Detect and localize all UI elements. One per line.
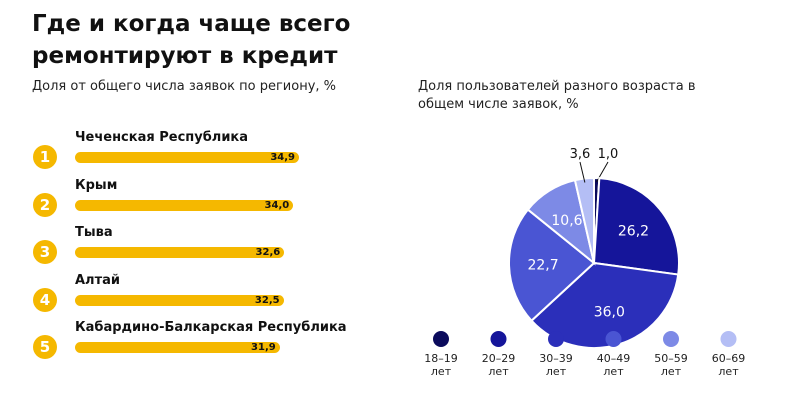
value-label: 34,0 (264, 199, 290, 211)
legend-swatch (663, 331, 679, 347)
slice-label: 1,0 (598, 147, 619, 162)
category-label: Кабардино-Балкарская Республика (75, 320, 347, 335)
legend-label: 50–59 лет (654, 352, 688, 378)
pie-subtitle: Доля пользователей разного возраста в об… (418, 79, 696, 112)
category-label: Алтай (75, 272, 120, 288)
bar: 34,0 (75, 199, 294, 211)
rank-badge: 1 (33, 145, 57, 169)
legend-label: 40–49 лет (596, 352, 631, 378)
rank-badge: 3 (33, 240, 57, 264)
legend-swatch (433, 331, 449, 347)
legend-label: 20–29 лет (481, 352, 516, 378)
category-label: Крым (75, 177, 118, 193)
slice-label: 26,2 (618, 224, 649, 240)
slice-label: 22,7 (527, 258, 558, 274)
value-label: 34,9 (270, 152, 295, 163)
legend-label: 30–39 лет (539, 352, 573, 378)
slice-label: 36,0 (594, 305, 625, 321)
rank-badge: 2 (33, 192, 57, 217)
slice-label: 3,6 (570, 147, 591, 162)
bar: 31,9 (75, 342, 280, 353)
value-label: 32,6 (255, 247, 281, 258)
category-label: Тыва (75, 225, 113, 240)
category-label: Чеченская Республика (75, 130, 249, 145)
legend-swatch (490, 331, 507, 347)
legend-swatch (720, 331, 737, 347)
legend-label: 18–19 лет (424, 352, 458, 378)
pie-slice (508, 208, 596, 323)
legend-swatch (605, 331, 622, 347)
pie-slice (592, 177, 680, 276)
rank-badge: 4 (33, 287, 57, 312)
value-label: 32,5 (254, 294, 280, 306)
title: Где и когда чаще всего ремонтируют в кре… (32, 11, 351, 69)
legend-swatch (548, 331, 564, 347)
legend-label: 60–69 лет (711, 352, 746, 378)
bar-subtitle: Доля от общего числа заявок по региону, … (32, 79, 337, 94)
value-label: 31,9 (251, 342, 276, 353)
slice-label: 10,6 (551, 213, 582, 229)
rank-badge: 5 (33, 335, 57, 359)
bar: 34,9 (75, 152, 299, 163)
bar: 32,6 (75, 247, 285, 258)
bar: 32,5 (75, 294, 284, 306)
leader-line (579, 161, 586, 183)
